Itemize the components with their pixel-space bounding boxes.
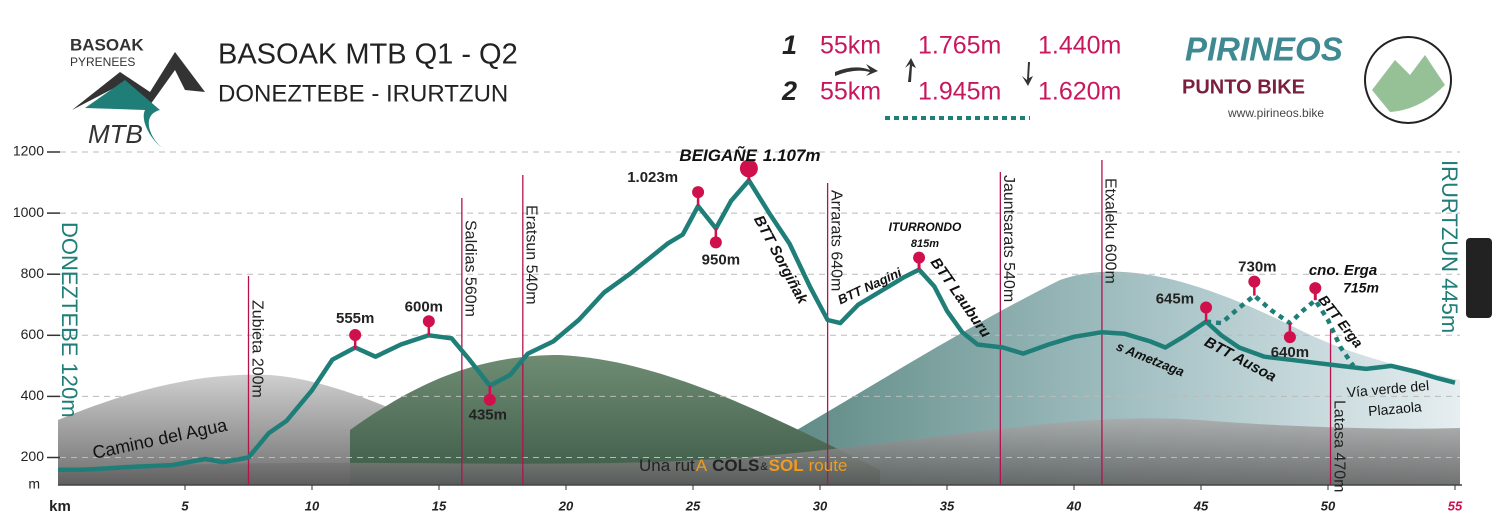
peak-marker [349,329,362,342]
village-label: Etxaleku 600m [1102,178,1119,284]
y-tick-label: 400 [21,387,45,403]
y-axis-label: m [28,476,40,492]
x-tick-label: 50 [1321,498,1336,513]
peak-marker [1248,275,1261,288]
peak-label: 730m [1238,259,1276,276]
summit-annotation: BEIGAÑE 1.107m [679,145,820,165]
summit-name: cno. Erga [1309,262,1377,279]
arrow [905,58,916,82]
x-tick-label: 40 [1066,498,1082,513]
slogan-part: route [809,456,848,475]
slogan-part: & [760,461,768,473]
peak-marker [1200,301,1213,314]
arrow [1022,62,1033,86]
slogan-part: A [696,456,708,475]
village-label: Zubieta 200m [248,300,265,398]
x-tick-label: 30 [813,498,828,513]
peak-label: 640m [1271,344,1309,361]
trail-label: BTT Nagini [835,265,904,308]
y-tick-label: 1000 [13,204,44,220]
peak-marker [692,186,705,199]
brand-name: PIRINEOS [1185,31,1343,68]
peak-label: 1.023m [627,169,678,186]
x-tick-label: 20 [558,498,574,513]
summit-marker [913,251,926,264]
subtitle: DONEZTEBE - IRURTZUN [218,80,508,107]
peak-label: 950m [702,251,740,268]
trail-label: Vía verde del [1346,377,1430,400]
peak-marker [422,315,435,328]
route-descent: 1.620m [1038,78,1121,106]
slogan-part: Una rut [639,456,695,475]
peak-marker [1283,331,1296,344]
icon-strip [1466,238,1492,318]
emblem-art [1372,55,1445,112]
peak-marker [709,236,722,249]
title: BASOAK MTB Q1 - Q2 [218,39,518,71]
y-tick-label: 200 [21,448,45,464]
hill [350,355,880,485]
logo-name: BASOAK [70,35,144,54]
x-tick-label: 55 [1448,498,1463,513]
y-tick-label: 1200 [13,143,44,159]
peak-label: 645m [1156,291,1194,308]
village-label: Latasa 470m [1330,400,1347,493]
x-tick-label: 5 [181,498,189,513]
route-distance: 55km [820,32,881,60]
trail-label: Plazaola [1367,398,1422,419]
arrow [835,64,878,76]
summit-height: 715m [1343,280,1379,296]
x-axis-label: km [49,498,71,515]
summit-marker [1309,282,1322,295]
peak-label: 555m [336,310,374,327]
start-label: DONEZTEBE 120m [57,222,82,418]
hill [58,418,1460,485]
logo: BASOAK PYRENEES MTB [70,35,205,150]
side-icons [1466,238,1492,318]
logo-region: PYRENEES [70,55,135,69]
x-tick-label: 45 [1193,498,1209,513]
summit-height: 1.107m [763,146,821,165]
slogan-part: COLS [712,456,759,475]
brand-sub: PUNTO BIKE [1182,76,1305,98]
brand: PIRINEOS PUNTO BIKE www.pirineos.bike [1182,31,1452,124]
peak-label: 435m [469,407,507,424]
x-tick-label: 35 [940,498,955,513]
village-label: Eratsun 540m [523,205,540,305]
logo-shape [85,80,165,150]
route-id: 2 [781,76,797,106]
route-descent: 1.440m [1038,32,1121,60]
x-tick-label: 15 [432,498,447,513]
village-label: Arrarats 640m [827,190,844,291]
x-tick-label: 25 [685,498,701,513]
village-label: Saldias 560m [462,220,479,317]
summit-name: BEIGAÑE [679,145,757,165]
y-tick-label: 600 [21,326,45,342]
summit-marker [739,159,758,178]
summit-height: 815m [911,238,939,250]
x-tick-label: 10 [305,498,320,513]
village-label: Jauntsarats 540m [1000,175,1017,302]
route-stats: 1 55km 1.765m 1.440m 2 55km 1.945m 1.620m [781,30,1121,120]
route-id: 1 [782,30,797,60]
brand-url: www.pirineos.bike [1227,106,1324,120]
peak-marker [483,393,496,406]
logo-sport: MTB [88,119,143,149]
summit-name: ITURRONDO [889,220,962,234]
peak-label: 600m [405,298,443,315]
y-tick-label: 800 [21,265,45,281]
slogan: Una rutA COLS&SOL route [639,456,847,475]
logo-mountains [72,52,205,110]
route-ascent: 1.945m [918,78,1001,106]
end-label: IRURTZUN 445m [1437,160,1462,333]
route-ascent: 1.765m [918,32,1001,60]
slogan-part: SOL [769,456,804,475]
route-distance: 55km [820,78,881,106]
